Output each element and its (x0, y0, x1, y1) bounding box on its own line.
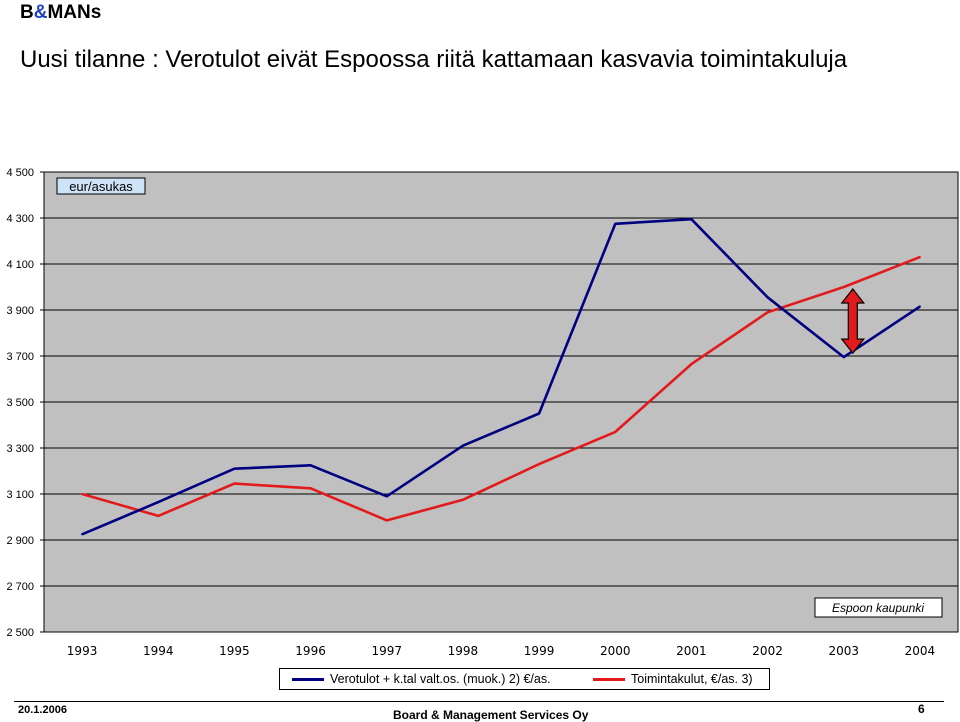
legend: Verotulot + k.tal valt.os. (muok.) 2) €/… (279, 668, 770, 690)
data-point (233, 467, 236, 470)
x-tick-label: 1999 (524, 644, 555, 658)
source-annotation-frame (814, 597, 943, 618)
unit-label: eur/asukas (69, 179, 133, 194)
x-tick-label: 1993 (67, 644, 98, 658)
data-point (766, 296, 769, 299)
data-point (81, 533, 84, 536)
y-tick-label: 3 100 (6, 489, 34, 501)
data-point (309, 464, 312, 467)
legend-label-revenue: Verotulot + k.tal valt.os. (muok.) 2) €/… (330, 672, 551, 686)
x-tick-label: 2001 (676, 644, 707, 658)
x-tick-label: 2004 (905, 644, 936, 658)
line-chart: 2 500 2 700 2 900 3 100 3 300 3 500 3 700 3 900… (6, 167, 959, 658)
data-point (461, 444, 464, 447)
y-tick-label: 4 300 (6, 213, 34, 225)
x-tick-label: 2000 (600, 644, 631, 658)
data-point (614, 222, 617, 225)
y-tick-label: 2 500 (6, 627, 34, 639)
logo: B&MANs (20, 2, 102, 23)
data-point (918, 305, 921, 308)
page-title: Uusi tilanne : Verotulot eivät Espoossa … (20, 46, 848, 73)
data-point (385, 519, 388, 522)
gap-arrow-shape (840, 288, 866, 355)
source-annotation-box: Espoon kaupunki (814, 597, 943, 618)
data-point (614, 430, 617, 433)
data-point (309, 487, 312, 490)
y-tick-label: 2 700 (6, 581, 34, 593)
data-point (157, 501, 160, 504)
gridlines (44, 217, 958, 587)
page-number: 6 (918, 702, 925, 716)
data-point (766, 311, 769, 314)
y-tick-label: 4 100 (6, 259, 34, 271)
legend-item-revenue: Verotulot + k.tal valt.os. (muok.) 2) €/… (292, 672, 551, 686)
y-axis-ticks: 2 500 2 700 2 900 3 100 3 300 3 500 3 700 3 900… (6, 167, 44, 639)
data-point (538, 412, 541, 415)
data-point (842, 356, 845, 359)
data-point (690, 363, 693, 366)
legend-swatch-revenue (292, 677, 324, 681)
x-tick-label: 2003 (828, 644, 859, 658)
footer-divider (14, 701, 944, 702)
x-tick-label: 1998 (448, 644, 479, 658)
data-point (842, 286, 845, 288)
legend-swatch-costs (593, 677, 625, 681)
y-tick-label: 3 500 (6, 397, 34, 409)
data-point (233, 482, 236, 485)
x-axis-ticks: 1993 1994 1995 1996 1997 1998 1999 2000 2001 2002… (67, 644, 935, 658)
x-tick-label: 1994 (143, 644, 174, 658)
data-point (690, 218, 693, 221)
x-tick-label: 1996 (295, 644, 326, 658)
data-point (918, 256, 921, 259)
legend-item-costs: Toimintakulut, €/as. 3) (593, 672, 753, 686)
series-line (81, 217, 921, 536)
data-point (81, 493, 84, 495)
data-point (385, 495, 388, 498)
source-annotation: Espoon kaupunki (832, 601, 924, 615)
series-lines (81, 217, 921, 536)
x-tick-label: 1997 (371, 644, 402, 658)
data-point (157, 514, 160, 517)
x-tick-label: 2002 (752, 644, 783, 658)
unit-label-box: eur/asukas (56, 177, 146, 195)
legend-label-costs: Toimintakulut, €/as. 3) (631, 672, 753, 686)
y-tick-label: 4 500 (6, 167, 34, 179)
y-tick-label: 3 900 (6, 305, 34, 317)
footer-date: 20.1.2006 (18, 704, 67, 716)
x-tick-label: 1995 (219, 644, 250, 658)
data-point (461, 498, 464, 501)
gap-arrow-icon (840, 288, 866, 355)
y-tick-label: 3 700 (6, 351, 34, 363)
unit-label-frame (56, 177, 146, 195)
data-point (538, 463, 541, 466)
y-tick-label: 2 900 (6, 535, 34, 547)
y-tick-label: 3 300 (6, 443, 34, 455)
footer-company: Board & Management Services Oy (393, 708, 589, 722)
